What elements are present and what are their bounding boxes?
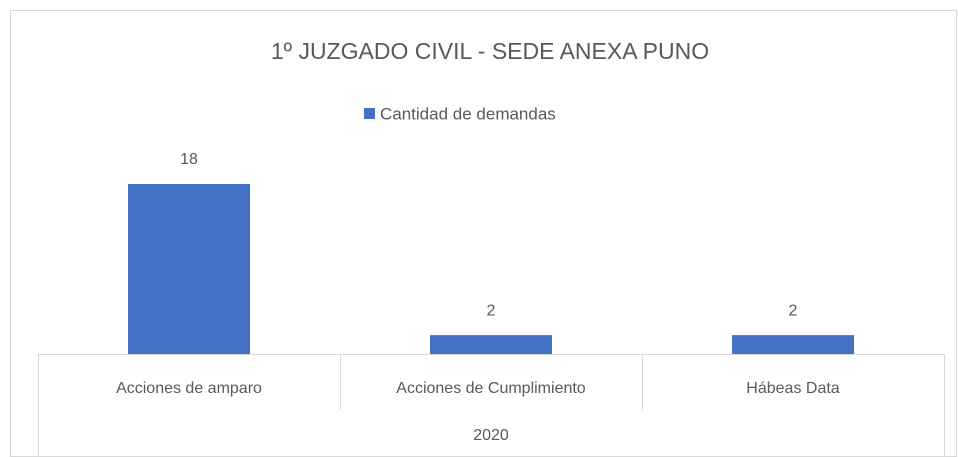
data-label: 2 [789,302,798,319]
x-tick-label: Hábeas Data [746,380,839,397]
bar [128,184,250,354]
chart-title: 1º JUZGADO CIVIL - SEDE ANEXA PUNO [271,38,709,64]
x-tick-label: Acciones de amparo [116,380,262,397]
bar [732,335,854,354]
data-label: 2 [487,302,496,319]
group-label: 2020 [473,427,509,444]
legend-swatch [364,108,375,119]
x-tick-label: Acciones de Cumplimiento [396,380,586,397]
legend-label: Cantidad de demandas [380,104,556,123]
bar [430,335,552,354]
data-label: 18 [180,151,198,168]
